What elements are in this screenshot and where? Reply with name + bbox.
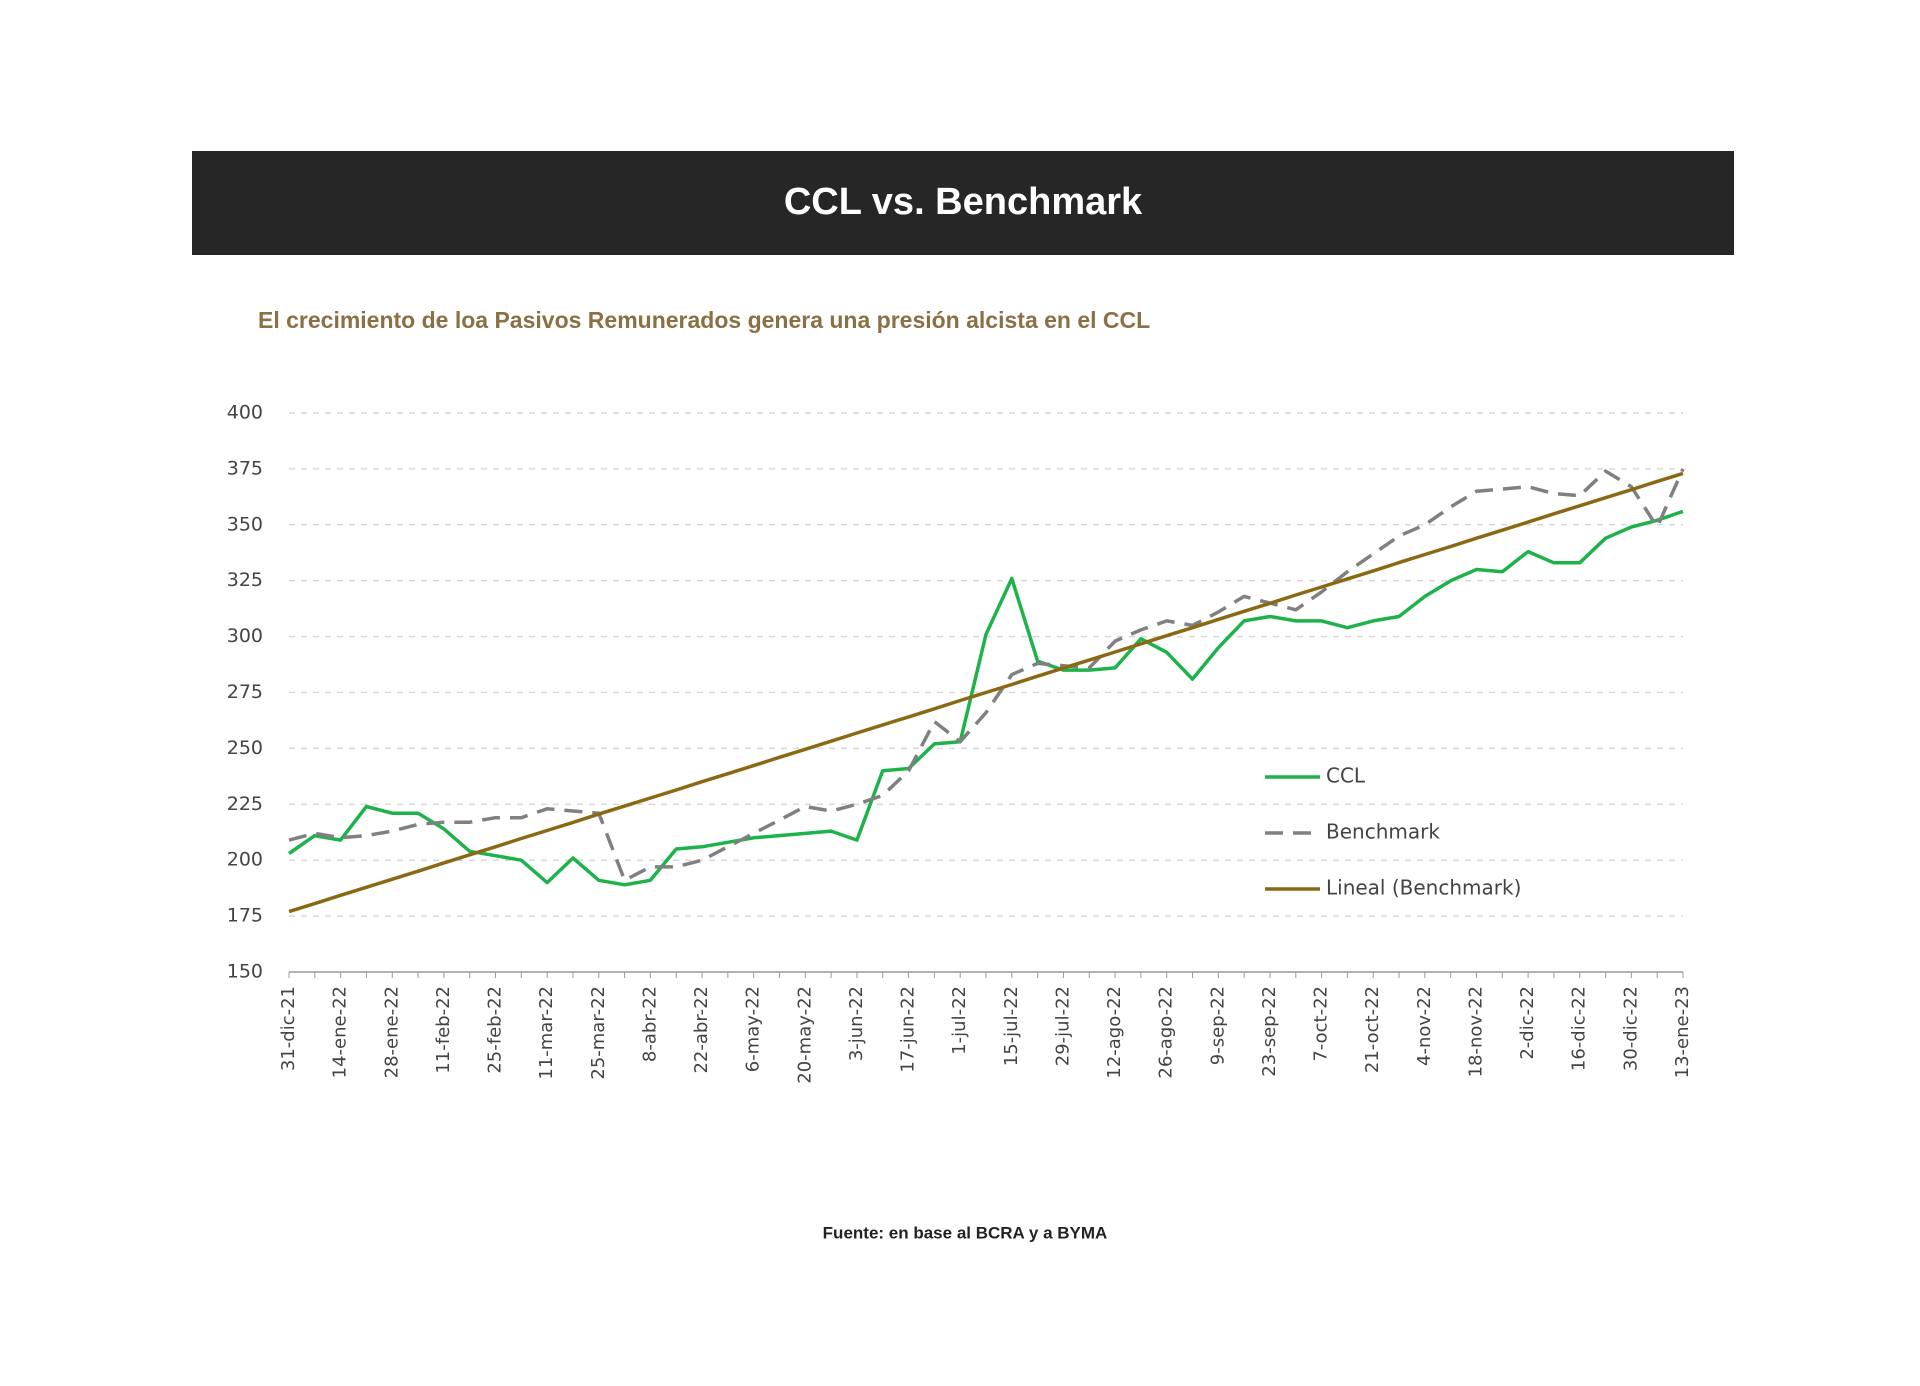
x-tick-label: 7-oct-22 xyxy=(1311,986,1332,1062)
y-tick-label: 400 xyxy=(227,402,263,424)
x-tick-label: 2-dic-22 xyxy=(1517,986,1538,1060)
x-tick-label: 26-ago-22 xyxy=(1156,986,1177,1079)
y-tick-label: 350 xyxy=(227,513,263,535)
x-tick-label: 16-dic-22 xyxy=(1569,986,1590,1071)
chart-subtitle: El crecimiento de loa Pasivos Remunerado… xyxy=(258,307,1150,333)
series-line xyxy=(288,509,1684,887)
title-bar xyxy=(192,151,1734,255)
x-tick-label: 17-jun-22 xyxy=(898,986,919,1073)
x-tick-label: 4-nov-22 xyxy=(1414,986,1435,1066)
x-tick-label: 30-dic-22 xyxy=(1620,986,1641,1071)
x-tick-label: 9-sep-22 xyxy=(1207,986,1228,1065)
x-tick-label: 25-feb-22 xyxy=(485,986,506,1074)
x-tick-label: 22-abr-22 xyxy=(691,986,712,1074)
y-tick-label: 200 xyxy=(227,849,263,871)
x-tick-label: 12-ago-22 xyxy=(1104,986,1125,1079)
chart-title: CCL vs. Benchmark xyxy=(784,181,1143,223)
series-line xyxy=(288,468,1685,883)
x-tick-label: 31-dic-21 xyxy=(278,986,299,1071)
x-tick-label: 29-jul-22 xyxy=(1052,986,1073,1066)
x-tick-label: 13-ene-23 xyxy=(1672,986,1693,1078)
x-tick-label: 11-feb-22 xyxy=(433,986,454,1074)
y-tick-label: 275 xyxy=(227,681,263,703)
x-tick-label: 14-ene-22 xyxy=(330,986,351,1078)
y-tick-label: 150 xyxy=(227,961,263,983)
legend-label: Lineal (Benchmark) xyxy=(1326,876,1521,900)
x-tick-label: 8-abr-22 xyxy=(639,986,660,1062)
x-tick-label: 3-jun-22 xyxy=(846,986,867,1061)
x-tick-label: 18-nov-22 xyxy=(1465,986,1486,1077)
y-tick-label: 325 xyxy=(227,569,263,591)
y-tick-label: 300 xyxy=(227,625,263,647)
x-tick-label: 1-jul-22 xyxy=(949,986,970,1055)
y-tick-label: 375 xyxy=(227,457,263,479)
x-tick-label: 11-mar-22 xyxy=(536,986,557,1080)
y-tick-label: 250 xyxy=(227,737,263,759)
x-tick-label: 23-sep-22 xyxy=(1259,986,1280,1077)
y-tick-label: 225 xyxy=(227,793,263,815)
x-tick-label: 20-may-22 xyxy=(794,986,815,1084)
series-line xyxy=(288,471,1684,914)
x-tick-label: 25-mar-22 xyxy=(588,986,609,1080)
x-tick-label: 15-jul-22 xyxy=(1001,986,1022,1066)
x-tick-label: 21-oct-22 xyxy=(1362,986,1383,1073)
legend-label: Benchmark xyxy=(1326,820,1440,844)
legend-label: CCL xyxy=(1326,764,1366,788)
x-tick-label: 28-ene-22 xyxy=(381,986,402,1078)
x-tick-label: 6-may-22 xyxy=(743,986,764,1072)
source-note: Fuente: en base al BCRA y a BYMA xyxy=(823,1223,1108,1242)
y-tick-label: 175 xyxy=(227,905,263,927)
